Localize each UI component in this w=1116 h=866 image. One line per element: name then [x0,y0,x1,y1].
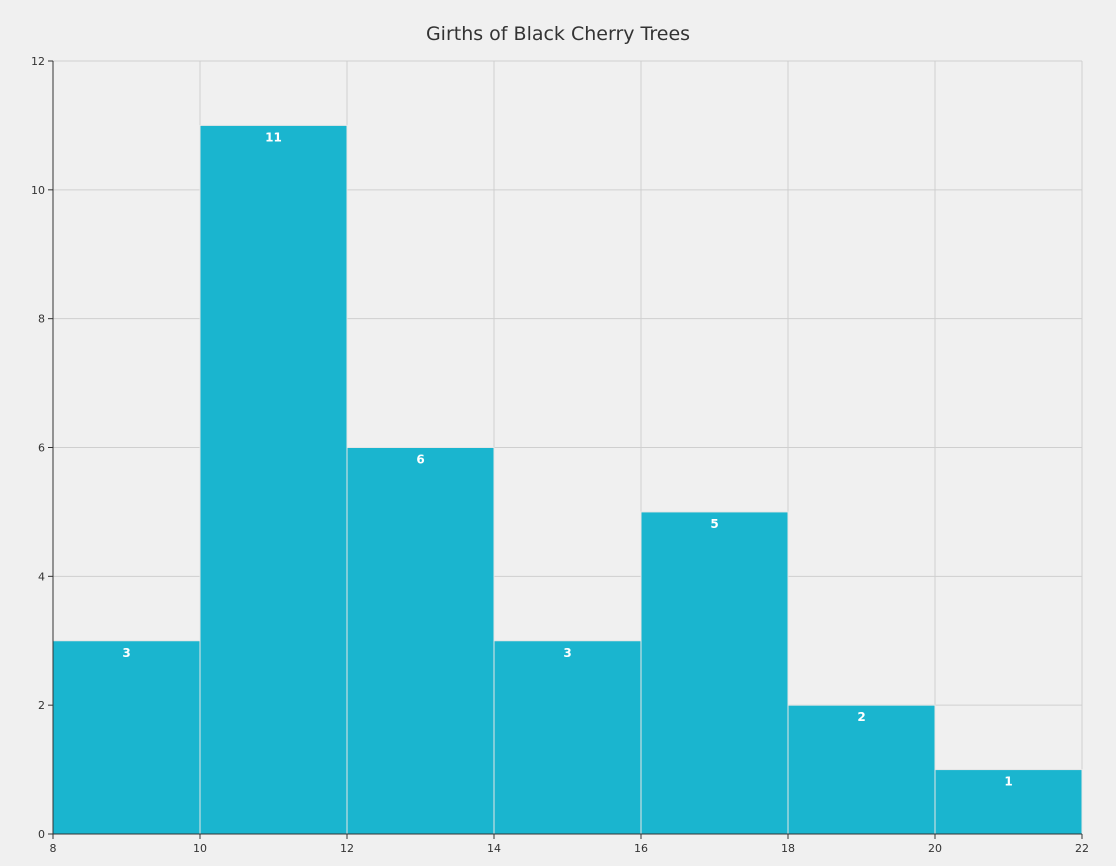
x-tick-label: 8 [50,842,57,855]
x-tick-label: 14 [487,842,501,855]
histogram-bar [493,640,642,835]
x-tick-label: 20 [928,842,942,855]
x-tick-label: 12 [340,842,354,855]
y-tick-label: 4 [38,570,45,583]
histogram-bar [787,704,936,835]
histogram-bar [199,124,348,835]
y-tick-label: 2 [38,699,45,712]
x-tick-label: 10 [193,842,207,855]
bar-value-label: 1 [1004,775,1012,789]
x-tick-label: 16 [634,842,648,855]
x-tick-label: 22 [1075,842,1089,855]
bar-value-label: 6 [416,453,424,467]
histogram-bar [346,447,495,835]
y-tick-label: 0 [38,828,45,841]
bar-labels-layer: 3 11 6 3 5 2 1 [122,130,1012,788]
bars-layer [52,124,1083,835]
histogram-bar [52,640,201,835]
bar-value-label: 11 [265,130,282,144]
y-tick-label: 12 [31,55,45,68]
bar-value-label: 5 [710,517,718,531]
y-tick-label: 8 [38,313,45,326]
bar-value-label: 3 [563,646,571,660]
bar-value-label: 3 [122,646,130,660]
histogram-bar [640,511,789,835]
x-tick-label: 18 [781,842,795,855]
y-tick-label: 6 [38,442,45,455]
histogram-bar [934,769,1083,835]
chart-title: Girths of Black Cherry Trees [426,23,690,45]
bar-value-label: 2 [857,710,865,724]
y-tick-label: 10 [31,184,45,197]
